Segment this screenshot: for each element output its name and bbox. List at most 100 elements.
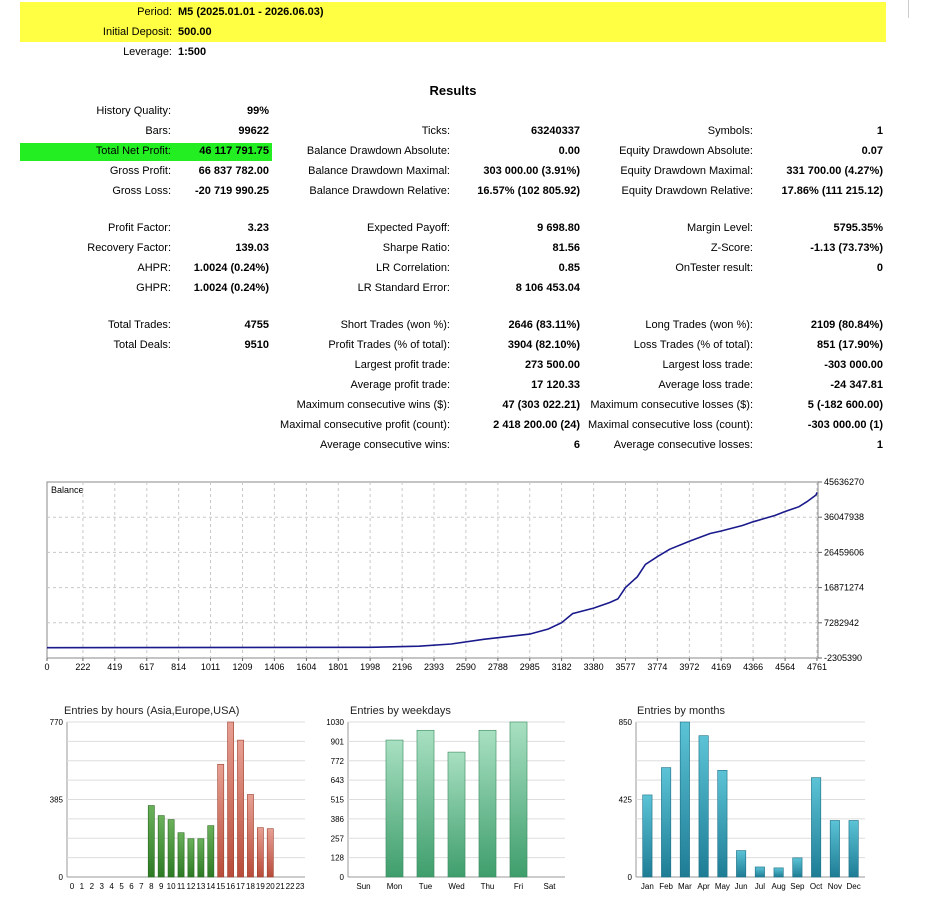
hist-bar: [237, 739, 244, 878]
gross-loss-value: -20 719 990.25: [194, 185, 269, 197]
balance-x-tick-label: 3774: [647, 662, 667, 672]
sharpe-ratio-value: 81.56: [552, 242, 580, 254]
equity-dd-abs-value: 0.07: [861, 145, 883, 157]
total-net-profit-value: 46 117 791.75: [199, 145, 269, 157]
balance-x-tick-label: 222: [75, 662, 90, 672]
balance-x-tick-label: 1998: [360, 662, 380, 672]
max-consec-wins-label: Maximum consecutive wins ($):: [296, 399, 450, 411]
hist-y-tick-label: 386: [331, 815, 345, 824]
history-quality-value: 99%: [246, 105, 269, 117]
balance-x-tick-label: 4169: [711, 662, 731, 672]
profit-trades-label: Profit Trades (% of total):: [328, 339, 450, 351]
period-value: M5 (2025.01.01 - 2026.06.03): [178, 6, 324, 18]
hist-bar: [679, 721, 690, 878]
margin-level-value: 5795.35%: [833, 222, 883, 234]
hist-x-tick-label: 11: [177, 882, 186, 891]
maximal-consec-profit-label: Maximal consecutive profit (count):: [280, 419, 450, 431]
equity-dd-max-value: 331 700.00 (4.27%): [786, 165, 883, 177]
max-consec-wins-value: 47 (303 022.21): [502, 399, 580, 411]
ahpr-value: 1.0024 (0.24%): [193, 262, 269, 274]
average-profit-value: 17 120.33: [531, 379, 580, 391]
period-label: Period:: [137, 6, 172, 18]
total-trades-label: Total Trades:: [108, 319, 171, 331]
hist-x-tick-label: 5: [119, 882, 124, 891]
largest-loss-value: -303 000.00: [824, 359, 883, 371]
avg-consec-wins-label: Average consecutive wins:: [319, 439, 450, 451]
hist-bar: [416, 729, 435, 878]
long-trades-value: 2109 (80.84%): [810, 319, 883, 331]
balance-x-tick-label: 4564: [775, 662, 795, 672]
hist-x-tick-label: Mon: [387, 882, 403, 891]
average-loss-label: Average loss trade:: [658, 379, 753, 391]
hist-x-tick-label: Dec: [847, 882, 861, 891]
hist-x-tick-label: 22: [286, 882, 295, 891]
hist-y-tick-label: 1030: [326, 718, 344, 727]
avg-consec-losses-label: Average consecutive losses:: [613, 439, 753, 451]
recovery-factor-label: Recovery Factor:: [87, 242, 171, 254]
hist-x-tick-label: May: [715, 882, 730, 891]
hist-y-tick-label: 772: [331, 757, 345, 766]
hist-x-tick-label: Sun: [356, 882, 370, 891]
hist-x-tick-label: 15: [216, 882, 225, 891]
weekdays-chart-title: Entries by weekdays: [350, 705, 451, 717]
hist-x-tick-label: 2: [90, 882, 95, 891]
average-loss-value: -24 347.81: [830, 379, 883, 391]
hist-x-tick-label: Jun: [735, 882, 748, 891]
hist-x-tick-label: Jan: [641, 882, 654, 891]
hist-y-tick-label: 515: [331, 796, 345, 805]
maximal-consec-loss-label: Maximal consecutive loss (count):: [587, 419, 753, 431]
hist-x-tick-label: Apr: [697, 882, 710, 891]
results-title: Results: [429, 83, 477, 98]
hist-x-tick-label: 20: [266, 882, 275, 891]
total-deals-label: Total Deals:: [113, 339, 171, 351]
balance-y-tick-label: 7282942: [824, 618, 859, 628]
hist-bar: [717, 770, 728, 878]
lr-std-error-label: LR Standard Error:: [357, 282, 450, 294]
balance-x-tick-label: 3577: [615, 662, 635, 672]
hist-x-tick-label: Sep: [790, 882, 805, 891]
hist-bar: [848, 820, 859, 878]
hist-x-tick-label: 0: [70, 882, 75, 891]
total-deals-value: 9510: [244, 339, 269, 351]
balance-x-tick-label: 0: [44, 662, 49, 672]
expected-payoff-label: Expected Payoff:: [367, 222, 450, 234]
hist-bar: [642, 794, 653, 878]
balance-y-tick-label: 26459606: [824, 547, 864, 557]
expected-payoff-value: 9 698.80: [537, 222, 580, 234]
balance-dd-abs-label: Balance Drawdown Absolute:: [306, 145, 450, 157]
profit-trades-value: 3904 (82.10%): [507, 339, 580, 351]
profit-factor-value: 3.23: [247, 222, 269, 234]
lr-std-error-value: 8 106 453.04: [515, 282, 580, 294]
hist-x-tick-label: Fri: [514, 882, 524, 891]
profit-factor-label: Profit Factor:: [108, 222, 171, 234]
hist-x-tick-label: 13: [196, 882, 205, 891]
hist-x-tick-label: 8: [149, 882, 154, 891]
symbols-label: Symbols:: [707, 125, 753, 137]
avg-consec-wins-value: 6: [573, 439, 580, 451]
hist-y-tick-label: 128: [331, 854, 345, 863]
hist-y-tick-label: 901: [331, 737, 345, 746]
hist-y-tick-label: 257: [331, 834, 345, 843]
hist-bar: [447, 751, 466, 878]
hist-x-tick-label: 23: [296, 882, 305, 891]
equity-dd-rel-label: Equity Drawdown Relative:: [621, 185, 753, 197]
balance-x-tick-label: 4366: [743, 662, 763, 672]
months-chart-title: Entries by months: [637, 705, 726, 717]
hist-x-tick-label: 7: [139, 882, 144, 891]
balance-x-tick-label: 617: [139, 662, 154, 672]
hist-x-tick-label: 17: [236, 882, 245, 891]
ontester-value: 0: [876, 262, 883, 274]
hist-x-tick-label: 19: [256, 882, 265, 891]
balance-x-tick-label: 4761: [807, 662, 827, 672]
hist-bar: [227, 721, 234, 878]
hist-bar: [792, 857, 803, 878]
balance-x-tick-label: 3182: [552, 662, 572, 672]
short-trades-label: Short Trades (won %):: [340, 319, 450, 331]
hist-x-tick-label: Tue: [419, 882, 433, 891]
lr-correlation-label: LR Correlation:: [376, 262, 450, 274]
balance-dd-rel-value: 16.57% (102 805.92): [477, 185, 580, 197]
ontester-label: OnTester result:: [675, 262, 753, 274]
balance-dd-abs-value: 0.00: [558, 145, 580, 157]
maximal-consec-profit-value: 2 418 200.00 (24): [493, 419, 580, 431]
